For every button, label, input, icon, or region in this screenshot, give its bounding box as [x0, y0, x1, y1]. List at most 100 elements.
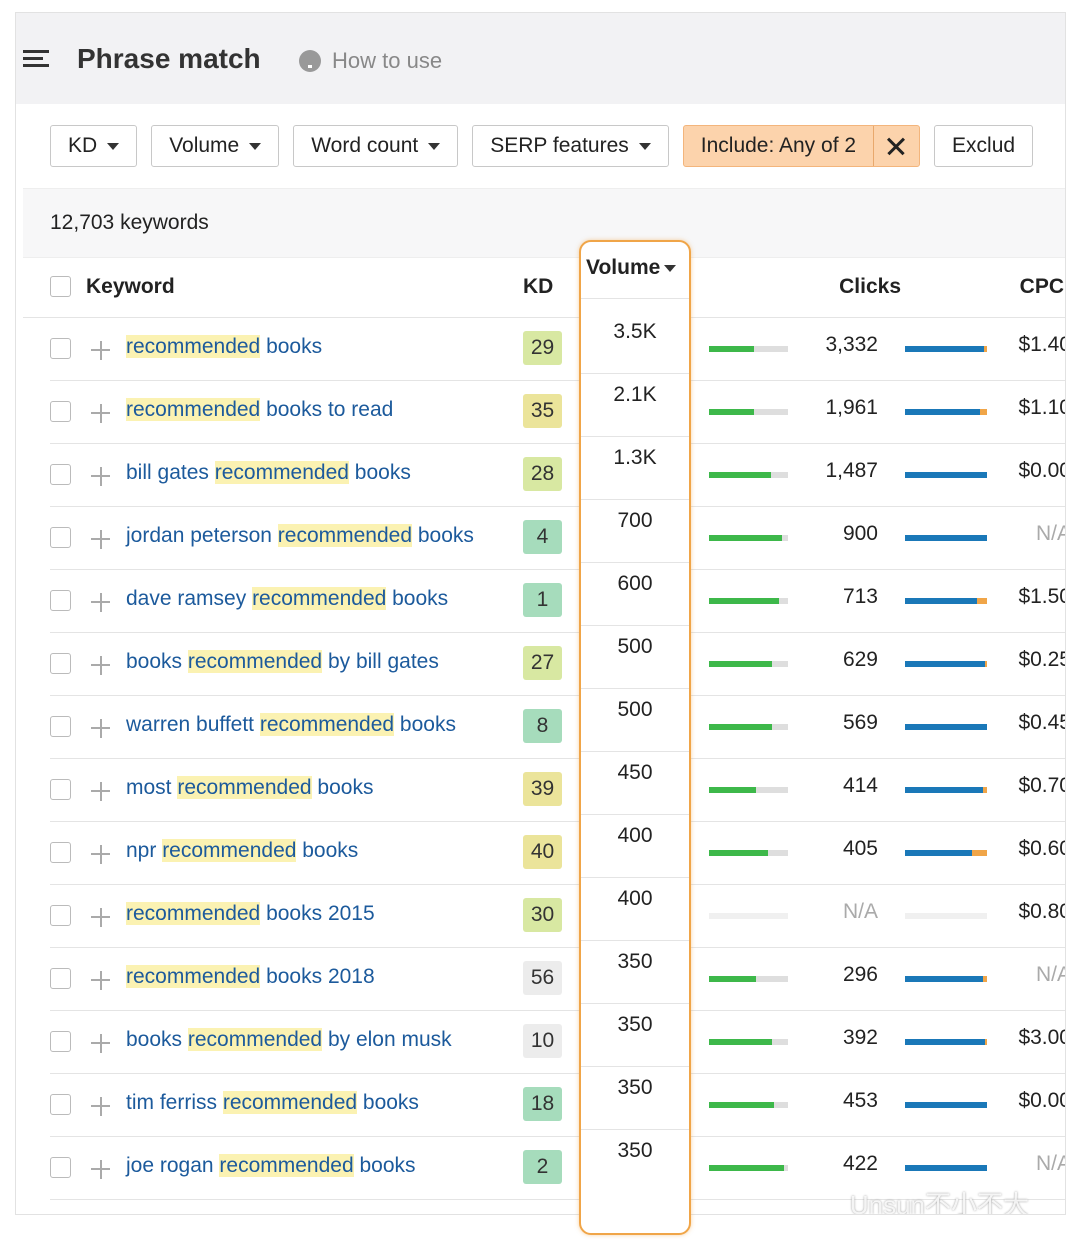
kd-badge: 2	[523, 1150, 562, 1184]
menu-icon[interactable]	[23, 50, 49, 53]
filter-label: Include: Any of 2	[700, 134, 857, 157]
checkbox[interactable]	[50, 1094, 71, 1115]
clicks-bar	[905, 1039, 985, 1045]
add-button[interactable]	[91, 466, 110, 486]
checkbox[interactable]	[50, 527, 71, 548]
cpc: N/A	[1035, 963, 1065, 986]
keyword[interactable]: tim ferriss recommended books	[126, 1088, 506, 1118]
add-button[interactable]	[91, 592, 110, 612]
panel: Phrase match How to use KD Volume Word cou…	[15, 12, 1066, 1215]
clicks: 900	[842, 522, 878, 545]
keyword[interactable]: recommended books	[126, 332, 506, 362]
keyword-part: joe rogan	[126, 1154, 220, 1177]
checkbox[interactable]	[50, 276, 71, 297]
keyword-part: bill gates	[126, 461, 215, 484]
checkbox[interactable]	[50, 842, 71, 863]
checkbox[interactable]	[50, 779, 71, 800]
clicks: 405	[842, 837, 878, 860]
add-button[interactable]	[91, 844, 110, 864]
filter-label: SERP features	[490, 134, 629, 157]
keyword[interactable]: bill gates recommended books	[126, 458, 506, 488]
exclude-filter[interactable]: Exclud	[934, 125, 1034, 167]
add-button[interactable]	[91, 403, 110, 423]
keyword[interactable]: jordan peterson recommended books	[126, 521, 506, 551]
help-link[interactable]: How to use	[332, 48, 443, 73]
keyword-part: books	[126, 1028, 188, 1051]
organic-bar	[709, 850, 769, 856]
clicks-bar	[905, 472, 987, 478]
add-button[interactable]	[91, 340, 110, 360]
checkbox[interactable]	[50, 1031, 71, 1052]
keyword[interactable]: warren buffett recommended books	[126, 710, 506, 740]
keyword-part: books 2018	[260, 965, 375, 988]
checkbox[interactable]	[50, 464, 71, 485]
column-header[interactable]: CPC	[1019, 275, 1064, 298]
organic-bar	[709, 661, 773, 667]
paid-bar	[983, 346, 987, 352]
clicks: 296	[842, 963, 878, 986]
keyword[interactable]: recommended books 2018	[126, 962, 506, 992]
table-row: recommended books to read 35 1,961 $1.10	[50, 381, 1065, 444]
checkbox[interactable]	[50, 1157, 71, 1178]
keyword[interactable]: books recommended by elon musk	[126, 1025, 506, 1055]
table-row: dave ramsey recommended books 1 713 $1.50	[50, 570, 1065, 633]
keyword-part: books	[412, 524, 474, 547]
kd-badge: 8	[523, 709, 562, 743]
keyword[interactable]: books recommended by bill gates	[126, 647, 506, 677]
checkbox[interactable]	[50, 716, 71, 737]
add-button[interactable]	[91, 1096, 110, 1116]
checkbox[interactable]	[50, 653, 71, 674]
separator	[581, 1066, 689, 1067]
keyword[interactable]: most recommended books	[126, 773, 506, 803]
kd-badge: 4	[523, 520, 562, 554]
add-button[interactable]	[91, 718, 110, 738]
separator	[581, 688, 689, 689]
clicks: 569	[842, 711, 878, 734]
column-header[interactable]: KD	[523, 275, 554, 298]
keyword-highlight: recommended	[214, 461, 349, 484]
clicks-bar	[905, 850, 973, 856]
column-header[interactable]: Keyword	[86, 275, 175, 298]
volume-column: Volume 3.5K 2.1K 1.3K 700 600 500 500 450 400 400…	[579, 240, 691, 1235]
keyword[interactable]: recommended books 2015	[126, 899, 506, 929]
column-header[interactable]: Clicks	[839, 275, 901, 298]
add-button[interactable]	[91, 781, 110, 801]
volume: 500	[617, 698, 653, 721]
separator	[581, 499, 689, 500]
filter-button[interactable]: SERP features	[472, 125, 669, 167]
keyword[interactable]: recommended books to read	[126, 395, 506, 425]
add-button[interactable]	[91, 1159, 110, 1179]
add-button[interactable]	[91, 970, 110, 990]
filter-button[interactable]: KD	[50, 125, 138, 167]
checkbox[interactable]	[50, 338, 71, 359]
column-header-text: Volume	[586, 256, 661, 279]
checkbox[interactable]	[50, 401, 71, 422]
column-header[interactable]: Volume	[586, 256, 677, 280]
checkbox[interactable]	[50, 590, 71, 611]
separator	[581, 298, 689, 299]
clicks-bar	[905, 535, 987, 541]
keyword-highlight: recommended	[252, 587, 387, 610]
checkbox[interactable]	[50, 968, 71, 989]
checkbox[interactable]	[50, 905, 71, 926]
include-filter[interactable]: Include: Any of 2	[682, 125, 921, 167]
keyword-part: books 2015	[260, 902, 375, 925]
caret-icon	[428, 142, 441, 150]
add-button[interactable]	[91, 907, 110, 927]
clicks: 3,332	[825, 333, 878, 356]
add-button[interactable]	[91, 655, 110, 675]
keyword[interactable]: joe rogan recommended books	[126, 1151, 506, 1181]
filter-label: Exclud	[952, 134, 1016, 157]
clear-button[interactable]	[873, 126, 919, 166]
filter-button[interactable]: Volume	[151, 125, 280, 167]
organic-bar	[709, 1165, 785, 1171]
add-button[interactable]	[91, 1033, 110, 1053]
keyword[interactable]: npr recommended books	[126, 836, 506, 866]
filter-button[interactable]: Word count	[293, 125, 459, 167]
separator	[581, 625, 689, 626]
add-button[interactable]	[91, 529, 110, 549]
cpc: $0.45	[1018, 711, 1066, 734]
keyword-highlight: recommended	[126, 398, 261, 421]
keyword[interactable]: dave ramsey recommended books	[126, 584, 506, 614]
